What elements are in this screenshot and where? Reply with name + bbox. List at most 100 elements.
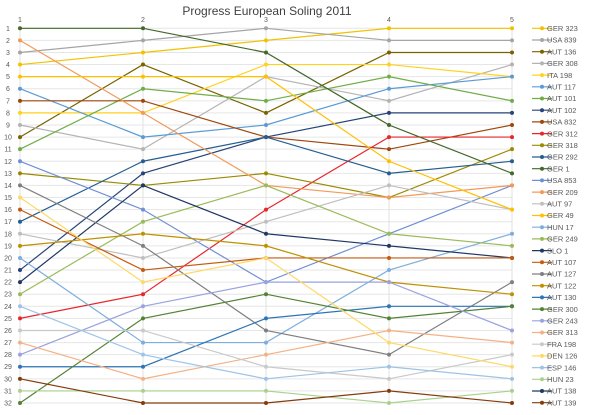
legend-item: AUT 138 — [532, 387, 576, 396]
legend-marker — [540, 61, 544, 66]
legend-marker — [540, 307, 544, 312]
data-point — [264, 183, 268, 188]
data-point — [510, 243, 514, 248]
data-point — [141, 135, 145, 140]
data-point — [141, 62, 145, 67]
data-point — [264, 122, 268, 127]
legend-label: HUN 23 — [547, 375, 574, 384]
legend-item: AUT 139 — [532, 398, 576, 407]
y-tick-label: 27 — [4, 340, 12, 347]
y-tick-label: 5 — [6, 74, 10, 81]
legend-marker — [540, 236, 544, 241]
data-point — [141, 388, 145, 393]
data-point — [141, 219, 145, 224]
legend-label: GER 243 — [547, 317, 578, 326]
legend-label: GER 49 — [547, 211, 574, 220]
legend-marker — [540, 400, 544, 405]
legend-item: USA 832 — [532, 118, 577, 127]
data-point — [18, 122, 22, 127]
legend-label: HUN 17 — [547, 223, 574, 232]
data-point — [264, 328, 268, 333]
data-point — [510, 388, 514, 393]
data-point — [141, 110, 145, 115]
data-point — [264, 62, 268, 67]
data-point — [18, 62, 22, 67]
data-point — [264, 98, 268, 103]
data-point — [510, 147, 514, 152]
legend-item: GER 318 — [532, 141, 578, 150]
legend-marker — [540, 178, 544, 183]
y-tick-label: 31 — [4, 388, 12, 395]
data-point — [387, 195, 391, 200]
data-point — [141, 98, 145, 103]
data-point — [141, 364, 145, 369]
legend-label: AUT 130 — [547, 293, 576, 302]
data-point — [141, 316, 145, 321]
legend-item: GER 308 — [532, 59, 578, 68]
y-tick-label: 13 — [4, 171, 12, 178]
legend-item: GER 1 — [532, 164, 570, 173]
legend-marker — [540, 213, 544, 218]
legend-label: ESP 146 — [547, 363, 576, 372]
data-point — [18, 110, 22, 115]
data-point — [387, 231, 391, 236]
y-tick-label: 20 — [4, 255, 12, 262]
data-point — [264, 376, 268, 381]
legend-marker — [540, 73, 544, 78]
data-point — [141, 243, 145, 248]
data-point — [141, 38, 145, 43]
data-point — [264, 171, 268, 176]
legend-marker — [540, 225, 544, 230]
legend-item: GER 209 — [532, 188, 578, 197]
legend-label: AUT 127 — [547, 270, 576, 279]
legend-marker — [540, 365, 544, 370]
y-tick-label: 12 — [4, 159, 12, 166]
legend-item: GER 312 — [532, 129, 578, 138]
legend-marker — [540, 96, 544, 101]
legend-item: SLO 1 — [532, 246, 568, 255]
x-axis-ticks: 1 2 3 4 5 — [18, 17, 514, 24]
data-point — [264, 74, 268, 79]
legend-item: USA 853 — [532, 176, 577, 185]
data-point — [141, 401, 145, 405]
data-point — [264, 50, 268, 55]
data-point — [264, 292, 268, 297]
data-point — [18, 98, 22, 103]
data-point — [510, 207, 514, 212]
legend-item: GER 49 — [532, 211, 574, 220]
y-axis-ticks: 1234567891011121314151617181920212223242… — [4, 26, 12, 408]
y-tick-label: 10 — [4, 135, 12, 142]
legend-item: GER 300 — [532, 305, 578, 314]
data-point — [18, 219, 22, 224]
data-point — [18, 316, 22, 321]
data-point — [387, 26, 391, 31]
data-point — [510, 328, 514, 333]
legend-item: HUN 17 — [532, 223, 574, 232]
y-tick-label: 14 — [4, 183, 12, 190]
legend-label: GER 323 — [547, 24, 578, 33]
data-point — [18, 50, 22, 55]
data-point — [387, 62, 391, 67]
legend-item: GER 243 — [532, 317, 578, 326]
legend-label: GER 1 — [547, 164, 570, 173]
y-tick-label: 29 — [4, 364, 12, 371]
legend-label: AUT 107 — [547, 258, 576, 267]
data-point — [510, 122, 514, 127]
data-point — [387, 401, 391, 405]
y-tick-label: 7 — [6, 98, 10, 105]
data-point — [141, 340, 145, 345]
legend-item: AUT 122 — [532, 281, 576, 290]
x-tick-label: 5 — [510, 17, 514, 24]
data-point — [510, 231, 514, 236]
data-point — [510, 159, 514, 164]
legend-item: AUT 101 — [532, 94, 576, 103]
series-lines — [18, 26, 514, 405]
legend-marker — [540, 131, 544, 136]
data-point — [510, 255, 514, 260]
legend-item: AUT 117 — [532, 83, 576, 92]
data-point — [510, 50, 514, 55]
legend-marker — [540, 272, 544, 276]
data-point — [387, 376, 391, 381]
legend-marker — [540, 377, 544, 382]
